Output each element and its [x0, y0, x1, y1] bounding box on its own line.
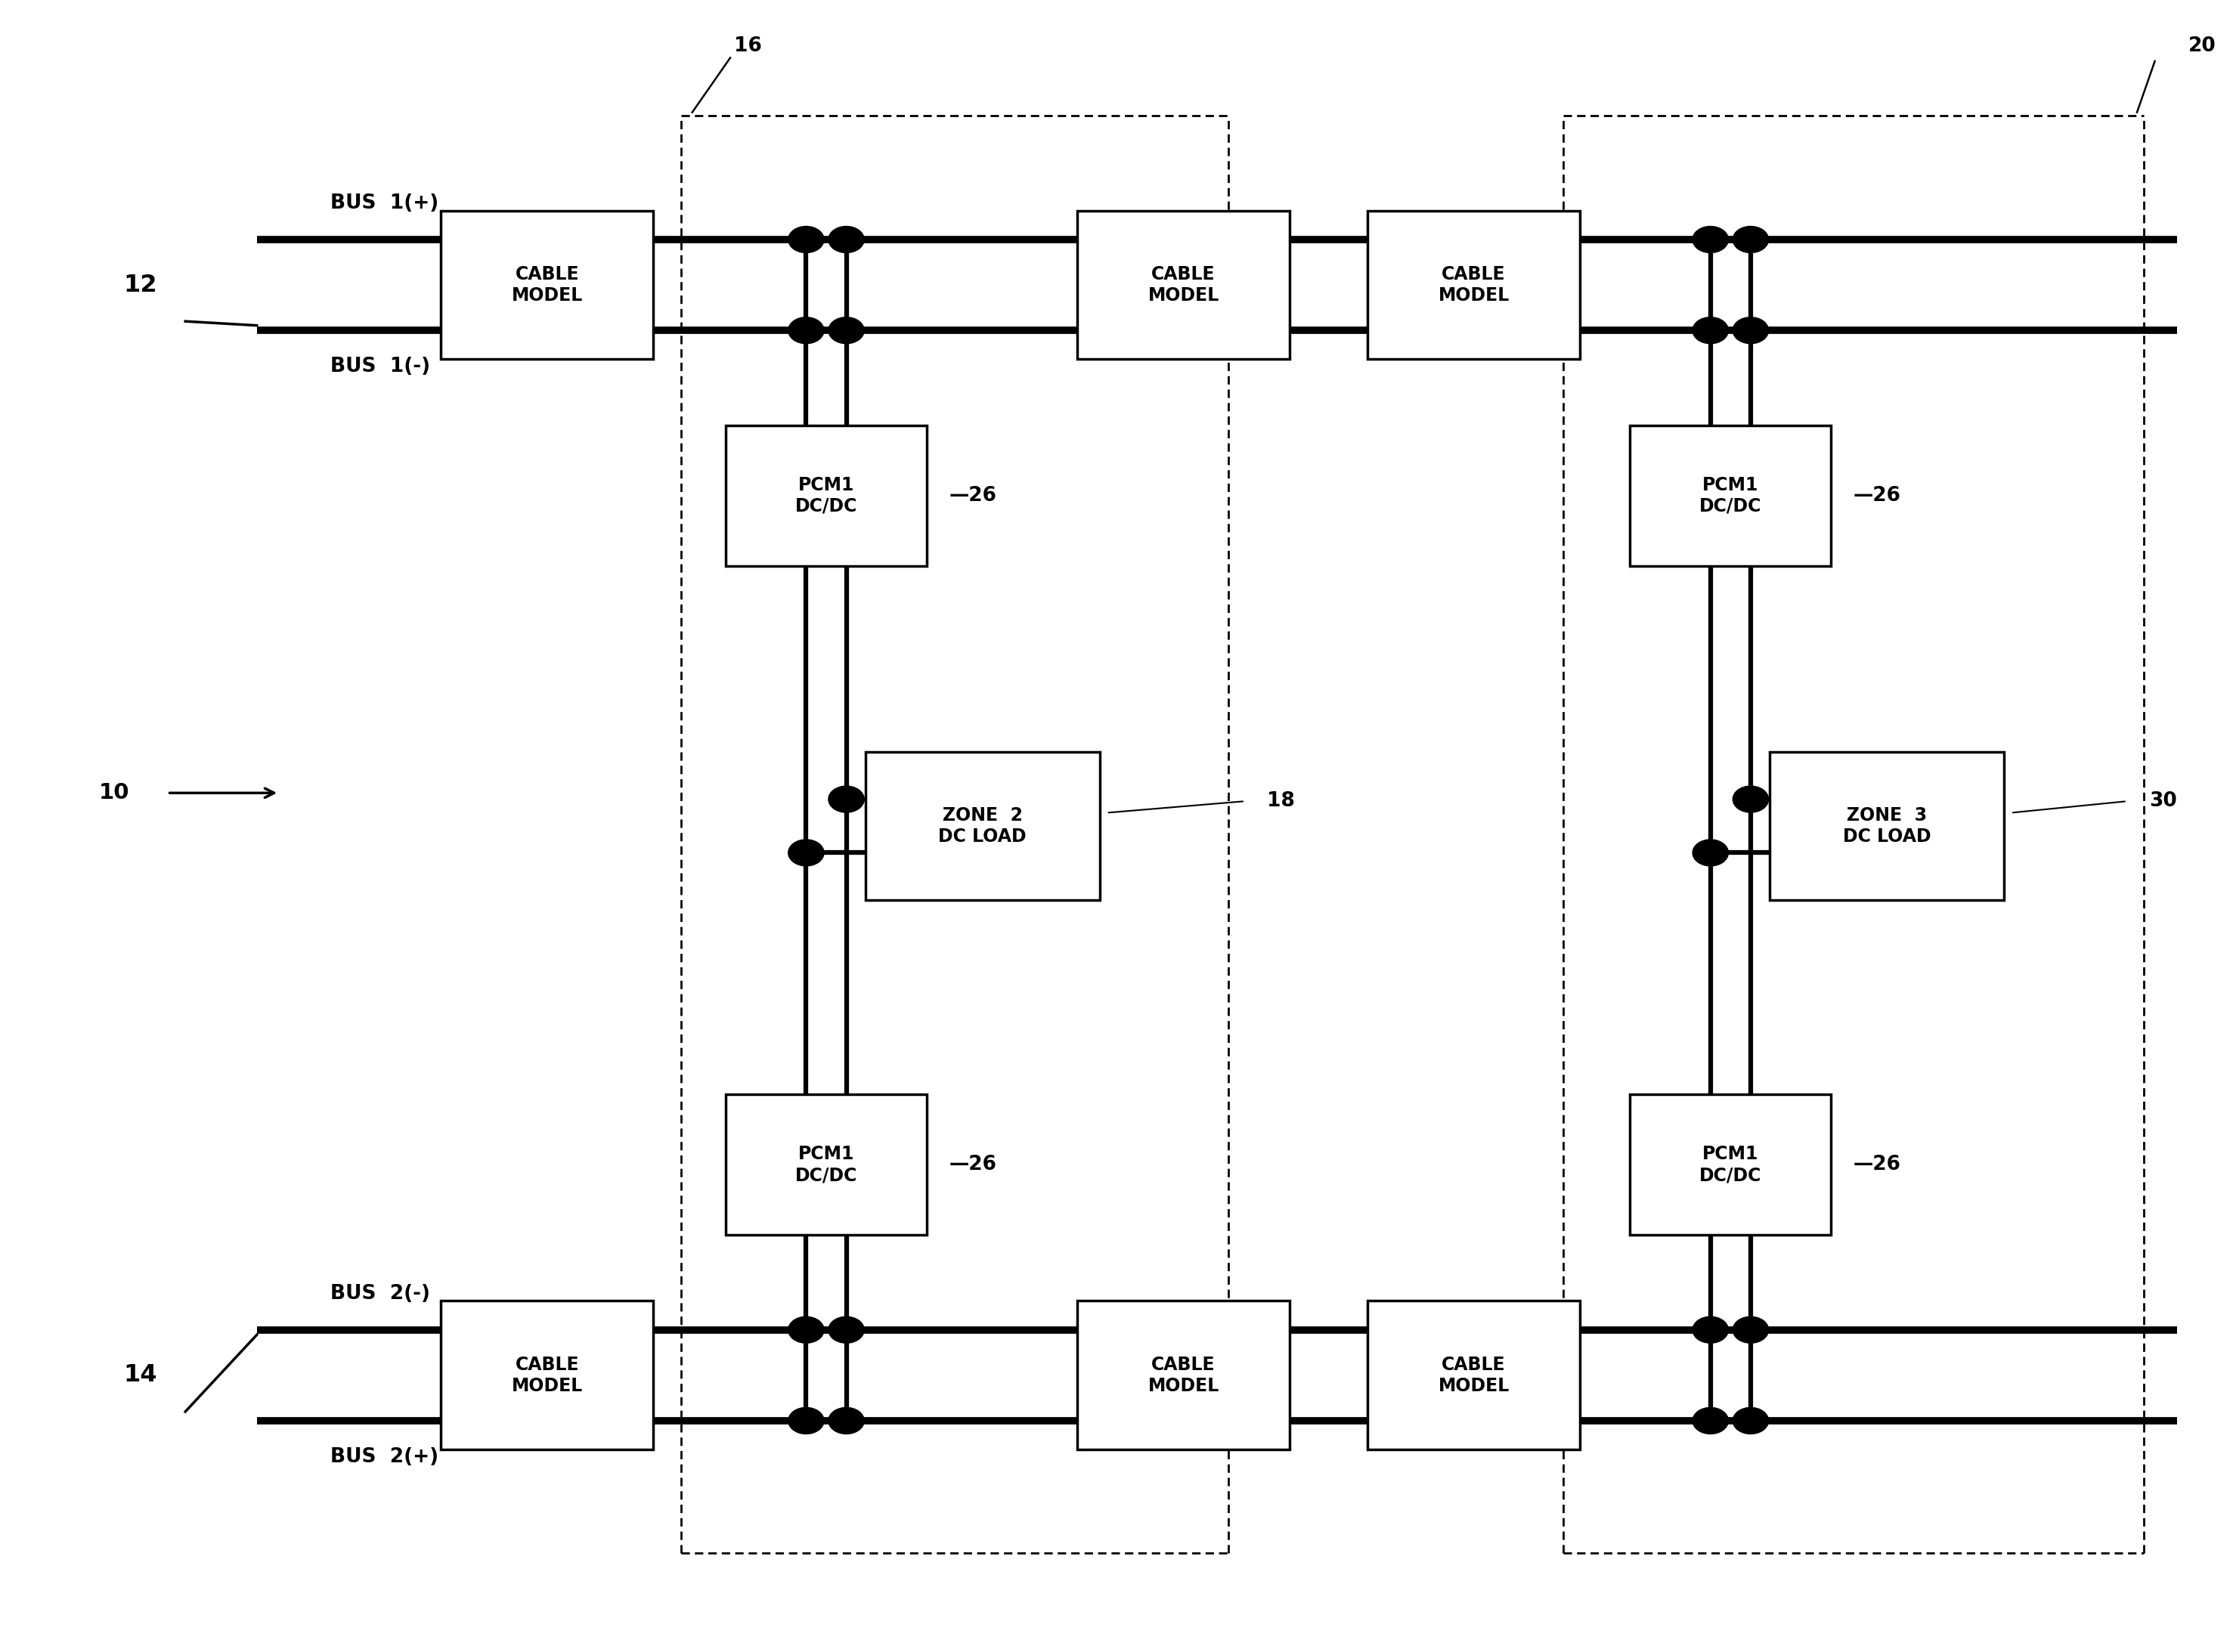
Circle shape — [828, 226, 864, 253]
Circle shape — [1693, 226, 1728, 253]
Circle shape — [1733, 226, 1769, 253]
Text: CABLE
MODEL: CABLE MODEL — [1148, 266, 1219, 304]
Text: PCM1
DC/DC: PCM1 DC/DC — [1699, 1145, 1762, 1184]
Circle shape — [1693, 317, 1728, 344]
Bar — [442, 1302, 654, 1450]
Text: CABLE
MODEL: CABLE MODEL — [511, 266, 583, 304]
Circle shape — [788, 1317, 824, 1343]
Text: 12: 12 — [123, 273, 159, 297]
Text: —26: —26 — [949, 1155, 996, 1175]
Text: 18: 18 — [1268, 791, 1295, 811]
Circle shape — [828, 1317, 864, 1343]
Bar — [1076, 1302, 1291, 1450]
Bar — [726, 426, 927, 565]
Text: 20: 20 — [2188, 36, 2215, 56]
Text: ZONE  3
DC LOAD: ZONE 3 DC LOAD — [1842, 806, 1932, 846]
Circle shape — [1733, 1408, 1769, 1434]
Bar — [1367, 1302, 1579, 1450]
Text: CABLE
MODEL: CABLE MODEL — [1148, 1356, 1219, 1394]
Circle shape — [788, 317, 824, 344]
Text: PCM1
DC/DC: PCM1 DC/DC — [795, 476, 857, 515]
Text: CABLE
MODEL: CABLE MODEL — [1438, 266, 1510, 304]
Circle shape — [1693, 839, 1728, 866]
Bar — [1367, 211, 1579, 360]
Text: 16: 16 — [735, 36, 761, 56]
Text: BUS  2(+): BUS 2(+) — [330, 1447, 438, 1467]
Bar — [1769, 752, 2005, 900]
Bar — [1630, 1094, 1831, 1236]
Text: PCM1
DC/DC: PCM1 DC/DC — [795, 1145, 857, 1184]
Circle shape — [828, 1408, 864, 1434]
Bar — [864, 752, 1099, 900]
Circle shape — [1693, 1317, 1728, 1343]
Text: —26: —26 — [1853, 1155, 1900, 1175]
Circle shape — [1693, 1408, 1728, 1434]
Text: PCM1
DC/DC: PCM1 DC/DC — [1699, 476, 1762, 515]
Text: BUS  2(-): BUS 2(-) — [330, 1284, 431, 1303]
Circle shape — [1733, 786, 1769, 813]
Bar — [1076, 211, 1291, 360]
Circle shape — [828, 786, 864, 813]
Circle shape — [1733, 317, 1769, 344]
Text: CABLE
MODEL: CABLE MODEL — [1438, 1356, 1510, 1394]
Text: BUS  1(+): BUS 1(+) — [330, 193, 438, 213]
Text: —26: —26 — [1853, 486, 1900, 506]
Bar — [442, 211, 654, 360]
Circle shape — [828, 317, 864, 344]
Text: 14: 14 — [123, 1363, 159, 1388]
Text: BUS  1(-): BUS 1(-) — [330, 357, 431, 377]
Bar — [1630, 426, 1831, 565]
Circle shape — [788, 839, 824, 866]
Text: 30: 30 — [2148, 791, 2177, 811]
Circle shape — [1733, 1317, 1769, 1343]
Text: 10: 10 — [98, 783, 130, 803]
Circle shape — [788, 1408, 824, 1434]
Bar — [726, 1094, 927, 1236]
Text: ZONE  2
DC LOAD: ZONE 2 DC LOAD — [938, 806, 1027, 846]
Text: CABLE
MODEL: CABLE MODEL — [511, 1356, 583, 1394]
Circle shape — [788, 226, 824, 253]
Text: —26: —26 — [949, 486, 996, 506]
